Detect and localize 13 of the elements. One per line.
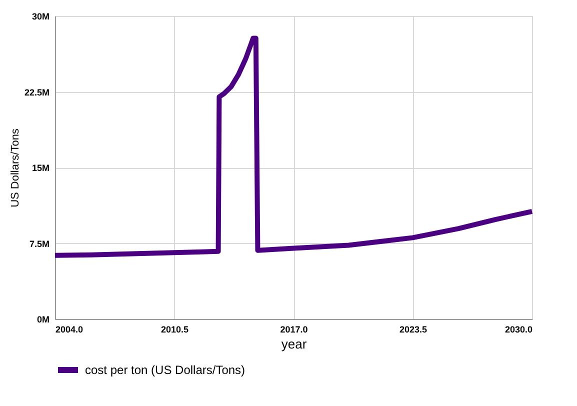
x-tick-label: 2004.0 xyxy=(56,324,84,334)
legend-label: cost per ton (US Dollars/Tons) xyxy=(85,363,246,377)
x-tick-label: 2010.5 xyxy=(160,324,189,334)
y-tick-label: 30M xyxy=(32,12,50,22)
y-axis-title: US Dollars/Tons xyxy=(9,128,22,208)
y-tick-label: 22.5M xyxy=(24,87,50,98)
x-axis-title: year xyxy=(281,336,308,352)
y-tick-label: 15M xyxy=(32,163,50,173)
x-tick-label: 2030.0 xyxy=(504,324,532,334)
x-tick-label: 2017.0 xyxy=(280,324,308,334)
x-tick-label: 2023.5 xyxy=(399,324,428,334)
y-tick-label: 7.5M xyxy=(29,238,50,249)
y-tick-label: 0M xyxy=(36,314,50,324)
